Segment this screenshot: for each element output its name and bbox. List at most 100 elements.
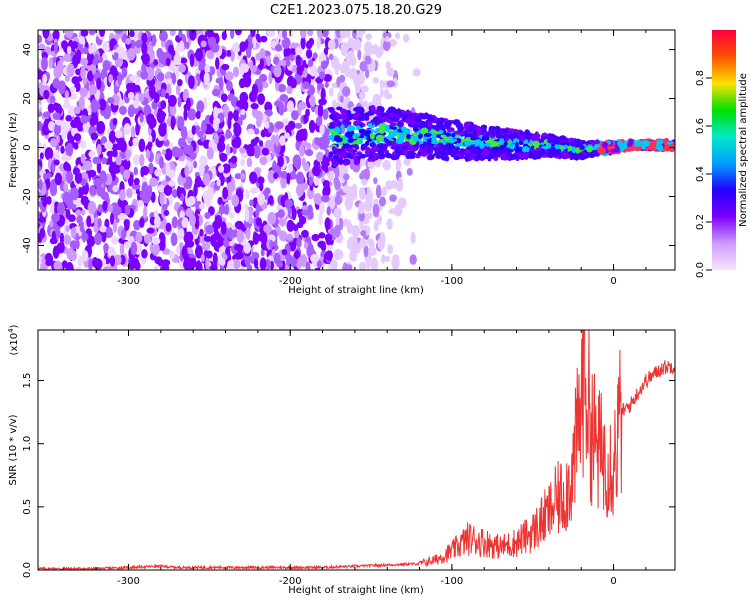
spectrogram-cell	[154, 79, 163, 90]
spectrogram-cell	[298, 144, 305, 157]
spectrogram-cell	[114, 254, 122, 266]
spectrogram-ridge-cell	[514, 141, 519, 149]
spectrogram-cell	[175, 245, 181, 255]
spectrogram-cell	[198, 163, 205, 177]
spectrogram-cell	[159, 155, 164, 169]
spectrogram-ridge-cell	[575, 146, 580, 154]
snr-x-tick-label: 0	[610, 576, 616, 587]
spectrogram-cell	[382, 159, 391, 171]
spectrogram-cell	[324, 217, 331, 231]
spectrogram-cell	[319, 71, 326, 80]
spectrogram-cell	[323, 73, 332, 82]
spectrogram-ridge-cell	[488, 125, 494, 132]
spectrogram-cell	[176, 185, 182, 199]
spectrogram-cell	[52, 112, 61, 120]
spectrogram-ridge-cell	[574, 154, 579, 161]
spectrogram-cell	[65, 142, 74, 157]
spectrogram-cell	[382, 39, 391, 52]
spectrogram-cell	[217, 141, 226, 153]
snr-frame	[37, 329, 676, 571]
spectrogram-cell	[225, 129, 232, 140]
spectrogram-cell	[73, 133, 82, 142]
spectrogram-cell	[220, 93, 228, 103]
spectrogram-ridge-cell	[456, 137, 462, 144]
spectrogram-cell	[205, 126, 215, 135]
spectrogram-ridge-cell	[370, 141, 375, 149]
spectrogram-cell	[206, 186, 214, 200]
spectrogram-cell	[114, 30, 123, 34]
spectrogram-cell	[163, 209, 170, 216]
spectrogram-cell	[187, 108, 197, 121]
spectrogram-ridge-cell	[467, 144, 475, 152]
spectrogram-cell	[133, 219, 141, 231]
spectrogram-ridge-cell	[418, 113, 425, 120]
spectrogram-ridge-cell	[384, 139, 391, 144]
spectrogram-cell	[325, 148, 330, 158]
spectrogram-cell	[70, 119, 79, 129]
spectrogram-cell	[318, 212, 323, 226]
spectrogram-ridge-cell	[561, 150, 569, 157]
spectrogram-ridge-cell	[518, 140, 524, 146]
spectrogram-cell	[313, 177, 320, 186]
spectrogram-ridge-cell	[347, 138, 354, 143]
spectrogram-ridge-cell	[440, 134, 447, 139]
snr-x-ticks: -300 -200 -100 0	[63, 330, 647, 587]
spectrogram-cell	[225, 80, 233, 92]
spectrogram-ridge-cell	[401, 145, 409, 150]
snr-x-tick-label: -200	[279, 576, 302, 587]
colorbar-tick-label: 0.0	[695, 262, 706, 278]
spectrogram-ridge-cell	[636, 139, 641, 145]
spectrogram-cell	[96, 185, 103, 197]
spectrogram-cell	[200, 40, 207, 48]
spectrogram-y-tick-label: -20	[22, 188, 33, 204]
spectrogram-ridge-cell	[358, 107, 365, 115]
spectrogram-ridge-cell	[513, 155, 520, 159]
spectrogram-cell	[358, 201, 365, 215]
spectrogram-cell	[165, 222, 172, 232]
spectrogram-ridge-cell	[481, 134, 490, 141]
spectrogram-cell	[377, 214, 383, 225]
spectrogram-ridge-cell	[518, 154, 525, 159]
spectrogram-cell	[342, 263, 350, 270]
spectrogram-cell	[42, 30, 50, 39]
spectrogram-ridge-cell	[499, 154, 507, 158]
spectrogram-ridge-cell	[615, 146, 620, 153]
spectrogram-cell	[88, 84, 98, 95]
spectrogram-ridge-cell	[344, 121, 352, 125]
spectrogram-cell	[163, 185, 173, 196]
spectrogram-cell	[67, 105, 76, 118]
spectrogram-cell	[38, 103, 42, 110]
spectrogram-cell	[274, 121, 284, 130]
spectrogram-cell	[214, 214, 223, 227]
spectrogram-ridge-cell	[479, 142, 485, 150]
spectrogram-cell	[92, 156, 101, 165]
spectrogram-cell	[38, 140, 42, 152]
spectrogram-cell	[221, 63, 230, 71]
spectrogram-cell	[204, 212, 211, 219]
spectrogram-ridge-cell	[384, 153, 393, 159]
spectrogram-cell	[277, 209, 285, 219]
spectrogram-cell	[226, 259, 236, 270]
spectrogram-cell	[276, 261, 283, 268]
spectrogram-cell	[295, 54, 302, 67]
spectrogram-ridge-cell	[546, 148, 553, 155]
spectrogram-ridge-cell	[336, 106, 343, 111]
spectrogram-cell	[94, 53, 99, 60]
spectrogram-cell	[264, 187, 271, 195]
spectrogram-cell	[398, 176, 403, 187]
spectrogram-cell	[54, 172, 63, 186]
spectrogram-cell	[339, 30, 348, 39]
spectrogram-cell	[300, 36, 306, 50]
spectrogram-cell	[149, 177, 158, 187]
spectrogram-cell	[62, 53, 72, 63]
spectrogram-ridge-cell	[480, 124, 488, 130]
spectrogram-ridge-cell	[563, 144, 569, 149]
spectrogram-ridge-cell	[426, 148, 431, 154]
spectrogram-cell	[386, 80, 396, 88]
spectrogram-cell	[253, 128, 260, 135]
spectrogram-ridge-cell	[415, 117, 422, 123]
spectrogram-cell	[335, 217, 340, 227]
spectrogram-ridge-cell	[450, 138, 458, 142]
spectrogram-cell	[98, 56, 103, 63]
spectrogram-ridge-cell	[353, 133, 361, 138]
